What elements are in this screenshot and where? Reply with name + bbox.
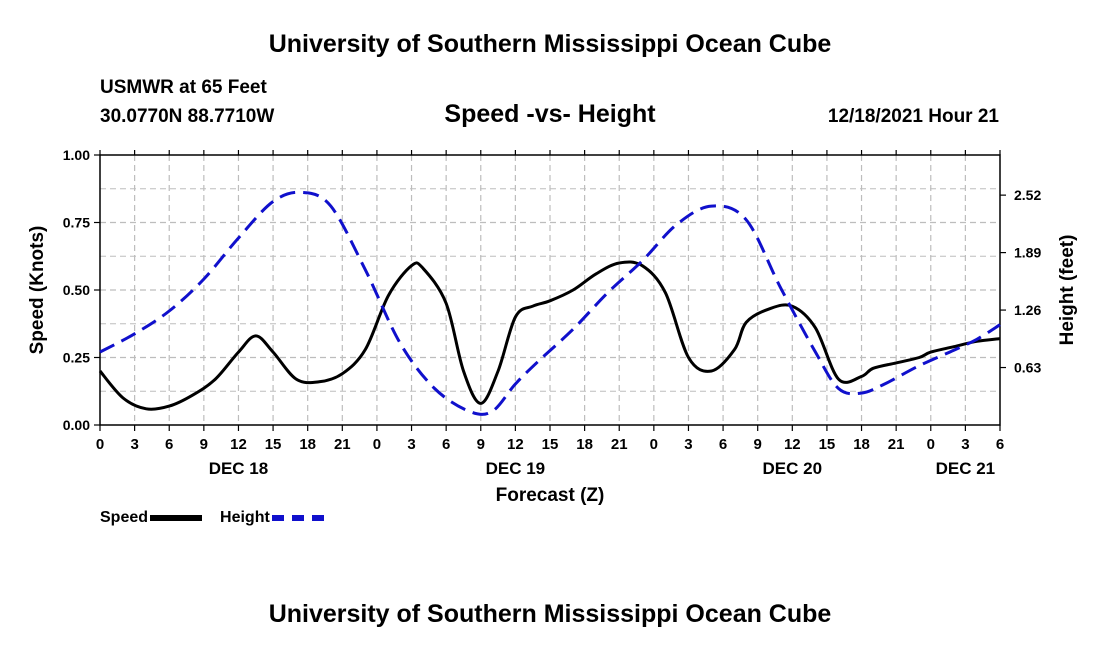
legend-item-height: Height <box>220 509 324 527</box>
x-tick-label: 3 <box>684 436 692 453</box>
x-tick-label: 12 <box>784 436 801 453</box>
x-tick-label: 6 <box>442 436 450 453</box>
x-tick-label: 6 <box>719 436 727 453</box>
x-tick-label: 21 <box>611 436 628 453</box>
axis-ticks: 0 3 6 9 12 15 18 21 0 3 6 9 12 15 18 21 0 3 6 9 12 15 18 21 0 3 6D… <box>63 147 1042 478</box>
x-tick-label: 12 <box>507 436 524 453</box>
x-tick-label: 21 <box>888 436 905 453</box>
day-label: DEC 19 <box>486 459 546 478</box>
x-axis-label: Forecast (Z) <box>496 485 605 506</box>
day-label: DEC 21 <box>936 459 996 478</box>
legend-swatch-height <box>271 515 324 521</box>
x-tick-label: 3 <box>961 436 969 453</box>
legend-swatch-speed <box>150 515 203 521</box>
x-tick-label: 3 <box>130 436 138 453</box>
height-series-line <box>99 190 1001 416</box>
legend: Speed Height <box>100 509 342 527</box>
x-tick-label: 18 <box>576 436 593 453</box>
x-tick-label: 6 <box>996 436 1004 453</box>
y-tick-label: 0.75 <box>63 215 90 231</box>
datetime-label: 12/18/2021 Hour 21 <box>827 106 999 127</box>
legend-label-speed: Speed <box>100 509 149 526</box>
x-tick-label: 18 <box>299 436 316 453</box>
station-label: USMWR at 65 Feet <box>100 77 267 98</box>
y-tick-label: 0.25 <box>63 350 90 366</box>
day-label: DEC 20 <box>763 459 823 478</box>
x-tick-label: 9 <box>477 436 485 453</box>
x-tick-label: 15 <box>265 436 282 453</box>
x-tick-label: 21 <box>334 436 351 453</box>
y2-tick-label: 2.52 <box>1014 187 1041 203</box>
chart-title-top: University of Southern Mississippi Ocean… <box>268 30 832 58</box>
x-tick-label: 3 <box>407 436 415 453</box>
x-tick-label: 9 <box>754 436 762 453</box>
speed-series-line <box>98 260 1001 411</box>
y2-tick-label: 0.63 <box>1014 360 1041 376</box>
x-tick-label: 15 <box>542 436 559 453</box>
y-tick-label: 0.00 <box>63 417 90 433</box>
x-tick-label: 9 <box>200 436 208 453</box>
chart-title-bottom: University of Southern Mississippi Ocean… <box>268 600 832 628</box>
x-tick-label: 0 <box>650 436 658 453</box>
x-tick-label: 12 <box>230 436 247 453</box>
x-tick-label: 18 <box>853 436 870 453</box>
coordinates-label: 30.0770N 88.7710W <box>100 106 275 127</box>
legend-item-speed: Speed <box>100 509 203 527</box>
y-tick-label: 0.50 <box>63 282 90 298</box>
y-tick-label: 1.00 <box>63 147 90 163</box>
day-label: DEC 18 <box>209 459 269 478</box>
x-tick-label: 0 <box>373 436 381 453</box>
chart-subtitle: Speed -vs- Height <box>444 100 656 128</box>
y-axis-label: Speed (Knots) <box>27 226 48 355</box>
y2-tick-label: 1.26 <box>1014 302 1041 318</box>
x-tick-label: 15 <box>819 436 836 453</box>
x-tick-label: 0 <box>927 436 935 453</box>
legend-label-height: Height <box>220 509 270 526</box>
series-lines <box>98 190 1001 416</box>
grid-lines <box>100 155 1000 425</box>
y2-tick-label: 1.89 <box>1014 245 1041 261</box>
y2-axis-label: Height (feet) <box>1057 235 1078 346</box>
x-tick-label: 0 <box>96 436 104 453</box>
x-tick-label: 6 <box>165 436 173 453</box>
